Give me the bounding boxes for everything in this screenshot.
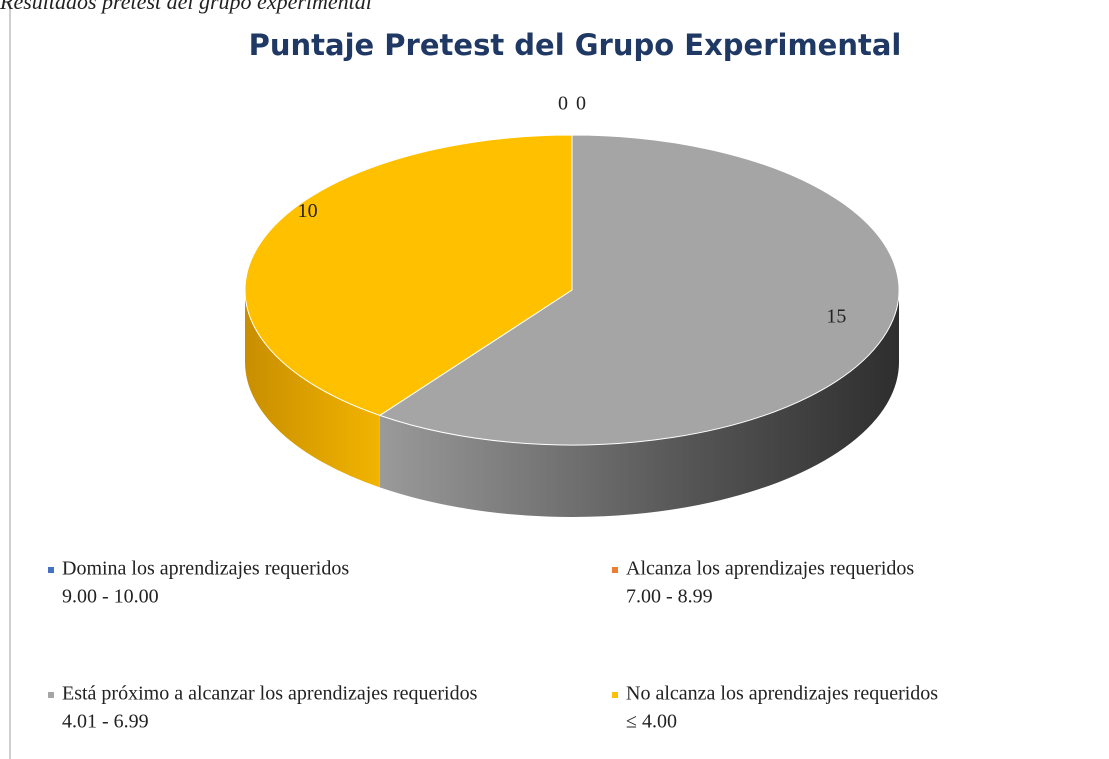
legend-range: 4.01 - 6.99 bbox=[62, 711, 149, 733]
slice bbox=[378, 134, 900, 446]
data-label: 0 bbox=[576, 93, 586, 115]
legend-marker bbox=[612, 567, 618, 573]
slice-side bbox=[379, 290, 900, 518]
legend-marker bbox=[612, 692, 618, 698]
chart-frame bbox=[9, 0, 11, 759]
slice bbox=[244, 134, 573, 416]
data-label: 0 bbox=[558, 93, 568, 115]
slice-side bbox=[245, 290, 380, 488]
legend-label: No alcanza los aprendizajes requeridos bbox=[626, 683, 938, 705]
legend-range: 7.00 - 8.99 bbox=[626, 586, 713, 608]
legend-label: Domina los aprendizajes requeridos bbox=[62, 558, 349, 580]
legend-range: 9.00 - 10.00 bbox=[62, 586, 159, 608]
legend-marker bbox=[48, 692, 54, 698]
legend-label: Está próximo a alcanzar los aprendizajes… bbox=[62, 683, 478, 705]
legend-label: Alcanza los aprendizajes requeridos bbox=[626, 558, 914, 580]
caption: Resultados pretest del grupo experimenta… bbox=[0, 0, 372, 14]
legend-marker bbox=[48, 567, 54, 573]
data-label: 15 bbox=[826, 305, 846, 327]
chart-title: Puntaje Pretest del Grupo Experimental bbox=[249, 28, 902, 62]
legend-range: ≤ 4.00 bbox=[626, 711, 677, 733]
data-label: 10 bbox=[298, 200, 318, 222]
